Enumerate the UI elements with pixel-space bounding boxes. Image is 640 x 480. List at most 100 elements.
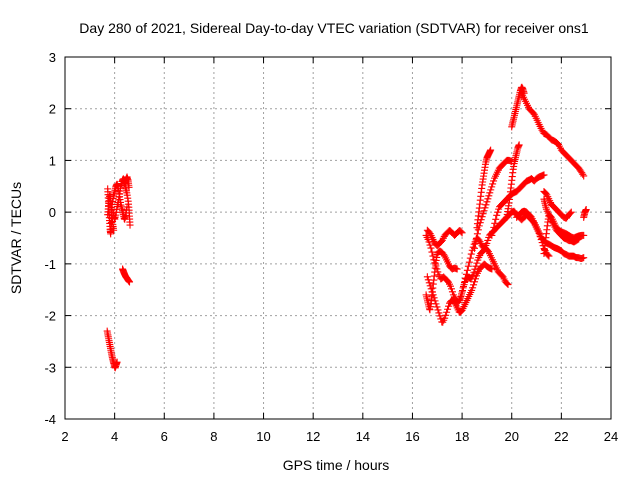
data-point (479, 210, 487, 218)
data-point (580, 254, 588, 262)
data-point (426, 282, 434, 290)
data-point (470, 268, 478, 276)
data-point (492, 215, 500, 223)
data-point (462, 270, 470, 278)
data-point (503, 280, 511, 288)
data-point (471, 278, 479, 286)
data-point (432, 262, 440, 270)
data-point (427, 285, 435, 293)
data-point (478, 213, 486, 221)
data-point (425, 238, 433, 246)
data-point (453, 265, 461, 273)
y-tick-label: 1 (49, 153, 56, 168)
data-point (444, 305, 452, 313)
data-point (458, 290, 466, 298)
x-tick-label: 10 (256, 429, 270, 444)
data-point (469, 243, 477, 251)
data-point (430, 294, 438, 302)
x-tick-label: 4 (111, 429, 118, 444)
data-point (489, 180, 497, 188)
y-tick-label: -2 (44, 309, 56, 324)
data-point (567, 208, 575, 216)
data-point (482, 201, 490, 209)
data-point (457, 293, 465, 301)
chart-title: Day 280 of 2021, Sidereal Day-to-day VTE… (79, 20, 589, 36)
data-point (580, 172, 588, 180)
data-point (469, 284, 477, 292)
data-point (461, 274, 469, 282)
data-point (487, 186, 495, 194)
data-point (460, 278, 468, 286)
data-point (447, 285, 455, 293)
data-point (489, 227, 497, 235)
data-point (434, 306, 442, 314)
data-point (429, 291, 437, 299)
data-point (425, 279, 433, 287)
data-point (428, 248, 436, 256)
data-point (427, 244, 435, 252)
data-point (488, 265, 496, 273)
data-point (126, 278, 134, 286)
x-tick-label: 20 (504, 429, 518, 444)
data-point (566, 209, 574, 217)
data-point (484, 195, 492, 203)
data-point (470, 281, 478, 289)
data-point (431, 259, 439, 267)
data-point (443, 308, 451, 316)
data-point (545, 252, 553, 260)
data-points (103, 83, 590, 372)
y-tick-label: -3 (44, 360, 56, 375)
data-point (580, 231, 588, 239)
data-point (459, 282, 467, 290)
data-point (428, 288, 436, 296)
data-point (544, 251, 552, 259)
x-tick-label: 8 (210, 429, 217, 444)
data-point (491, 219, 499, 227)
data-point (473, 259, 481, 267)
data-point (582, 206, 590, 214)
data-point (467, 250, 475, 258)
x-axis-label: GPS time / hours (283, 457, 390, 473)
data-point (433, 303, 441, 311)
data-point (456, 296, 464, 304)
data-point (426, 241, 434, 249)
data-point (424, 276, 432, 284)
data-point (435, 309, 443, 317)
data-point (436, 312, 444, 320)
data-point (483, 198, 491, 206)
data-point (484, 236, 492, 244)
data-point (445, 302, 453, 310)
data-point (432, 300, 440, 308)
data-point (433, 265, 441, 273)
data-point (515, 141, 523, 149)
data-point (466, 254, 474, 262)
data-point (483, 239, 491, 247)
data-point (488, 231, 496, 239)
data-point (473, 230, 481, 238)
data-point (423, 273, 431, 281)
data-point (431, 297, 439, 305)
data-point (430, 256, 438, 264)
data-point (463, 266, 471, 274)
data-point (493, 211, 501, 219)
plot-frame (64, 56, 612, 420)
data-point (472, 262, 480, 270)
data-point (458, 229, 466, 237)
data-point (472, 234, 480, 242)
x-tick-label: 6 (161, 429, 168, 444)
data-point (485, 192, 493, 200)
data-point (504, 281, 512, 289)
data-point (471, 265, 479, 273)
data-point (486, 189, 494, 197)
data-point (464, 262, 472, 270)
y-tick-label: -4 (44, 412, 56, 427)
data-point (579, 170, 587, 178)
x-tick-label: 18 (455, 429, 469, 444)
data-point (459, 287, 467, 295)
data-point (429, 252, 437, 260)
x-tick-label: 22 (554, 429, 568, 444)
data-point (471, 244, 478, 252)
